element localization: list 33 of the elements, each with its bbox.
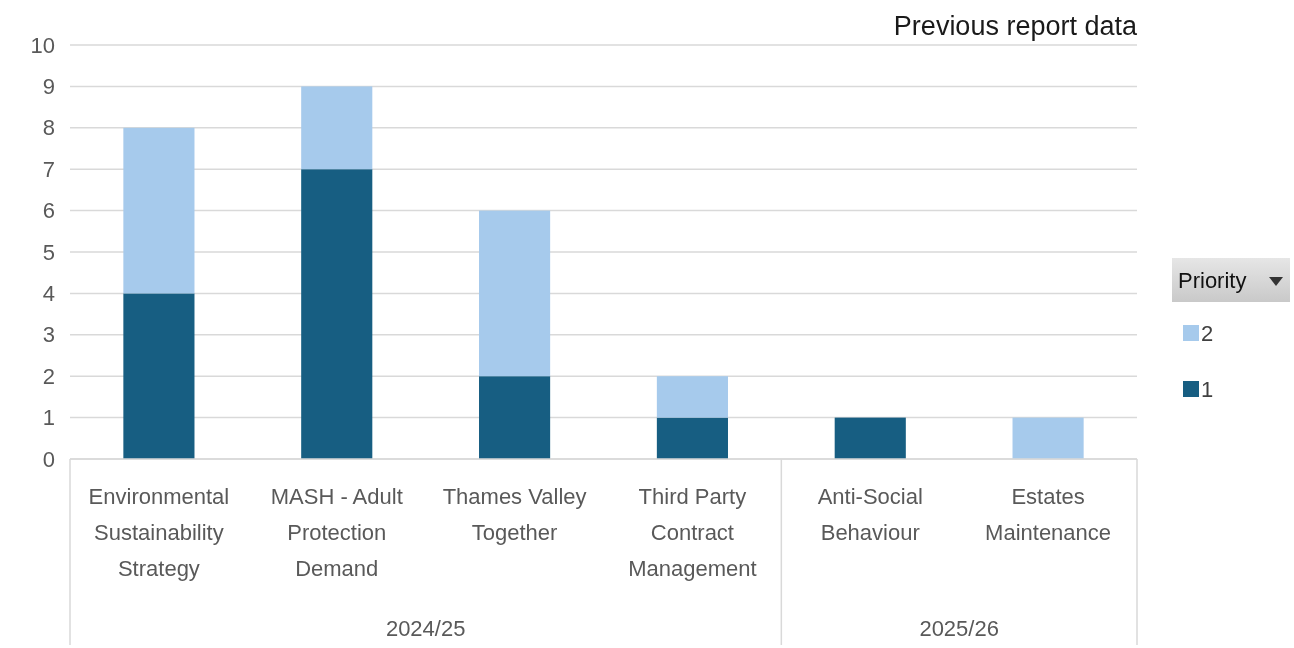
bar xyxy=(301,169,373,459)
bar xyxy=(301,86,373,170)
x-tick-label: Estates Maintenance xyxy=(985,484,1112,545)
x-tick-label: MASH - Adult Protection Demand xyxy=(270,484,403,581)
bar xyxy=(123,293,195,459)
text: 2024/25 xyxy=(385,616,466,641)
x-tick-label: Third Party Contract Management xyxy=(628,484,757,581)
y-tick-label: 5 xyxy=(42,239,55,265)
bar xyxy=(123,127,195,294)
legend-label: 1 xyxy=(1201,376,1214,402)
x-tick-label: Anti-Social Behaviour xyxy=(817,484,923,545)
text: 2025/26 xyxy=(919,616,999,641)
y-tick-label: 4 xyxy=(42,280,55,306)
y-tick-label: 3 xyxy=(42,322,55,348)
bar xyxy=(1012,417,1084,459)
y-tick-label: 10 xyxy=(30,32,55,58)
bar xyxy=(656,376,728,418)
y-tick-label: 6 xyxy=(42,198,55,224)
chart-title: Previous report data xyxy=(893,11,1138,41)
bar xyxy=(479,210,551,377)
bar xyxy=(479,376,551,459)
x-tick-label: Thames Valley Together xyxy=(442,484,587,545)
y-tick-label: 0 xyxy=(42,446,55,472)
y-tick-label: 7 xyxy=(42,156,55,182)
legend-label: 2 xyxy=(1201,320,1214,346)
y-tick-label: 8 xyxy=(42,115,55,141)
y-tick-label: 9 xyxy=(42,73,55,99)
y-tick-label: 1 xyxy=(42,405,55,431)
bar xyxy=(834,417,906,459)
x-tick-label: Environmental Sustainability Strategy xyxy=(88,484,230,581)
bar xyxy=(656,417,728,459)
legend-title: Priority xyxy=(1178,268,1247,293)
y-tick-label: 2 xyxy=(42,363,55,389)
